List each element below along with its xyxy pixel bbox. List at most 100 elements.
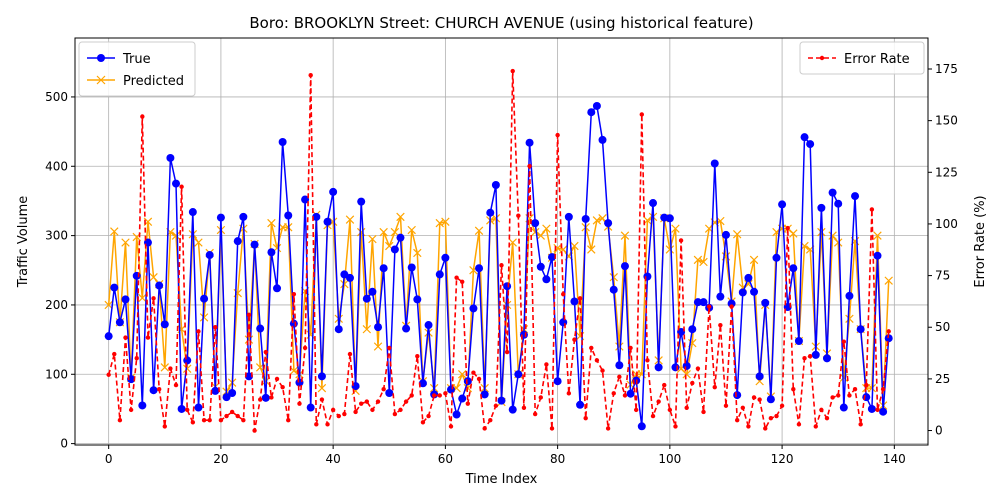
data-point-true [570, 297, 579, 306]
data-point-true [800, 133, 809, 142]
y2-tick-label: 100 [935, 217, 958, 231]
data-point-true [379, 264, 388, 273]
data-point-true [576, 400, 585, 409]
data-point-true [329, 187, 338, 196]
data-point-true [115, 318, 124, 327]
data-point-error-rate [274, 376, 280, 382]
data-point-true [110, 283, 119, 292]
data-point-error-rate [639, 112, 644, 117]
data-point-predicted [474, 226, 484, 235]
data-point-error-rate [880, 387, 886, 392]
legend-marker-predicted [96, 75, 106, 85]
chart-title: Boro: BROOKLYN Street: CHURCH AVENUE (us… [249, 14, 753, 32]
data-point-true [778, 200, 787, 209]
data-point-error-rate [572, 337, 577, 342]
data-point-error-rate [409, 393, 414, 398]
data-point-true [301, 195, 310, 204]
data-point-true [362, 294, 371, 303]
data-point-error-rate [185, 407, 190, 413]
data-point-predicted [160, 363, 170, 372]
data-point-error-rate [544, 362, 549, 367]
data-point-true [390, 245, 399, 254]
y2-axis-label: Error Rate (%) [973, 195, 988, 287]
data-point-error-rate [678, 238, 684, 243]
x-tick-label: 40 [326, 452, 341, 466]
data-point-predicted [267, 218, 276, 228]
data-point-error-rate [280, 384, 285, 390]
data-point-error-rate [342, 411, 347, 417]
data-point-true [233, 237, 242, 246]
data-point-true [839, 403, 848, 412]
data-point-error-rate [437, 393, 442, 398]
data-point-true [424, 321, 433, 330]
data-point-true [166, 153, 175, 162]
data-point-error-rate [488, 418, 493, 423]
data-point-true [413, 295, 422, 304]
data-point-predicted [199, 313, 209, 322]
series-line-true [107, 105, 890, 428]
data-point-error-rate [196, 329, 201, 334]
data-point-error-rate [179, 184, 184, 189]
data-point-predicted [789, 229, 798, 238]
data-point-true [273, 284, 282, 293]
data-point-predicted [732, 229, 742, 239]
data-point-true [693, 298, 702, 307]
data-point-true [620, 262, 629, 271]
data-point-error-rate [504, 349, 510, 355]
data-point-error-rate [819, 407, 824, 413]
x-tick-label: 100 [658, 452, 681, 466]
data-point-true [267, 248, 276, 257]
data-point-error-rate [836, 393, 841, 398]
y2-tick-label: 0 [935, 424, 943, 438]
data-point-error-rate [263, 349, 269, 355]
data-point-true [441, 253, 450, 262]
data-point-true [138, 401, 147, 410]
data-point-error-rate [561, 291, 566, 297]
data-point-error-rate [768, 415, 774, 421]
data-point-true [289, 319, 298, 328]
data-point-error-rate [173, 382, 179, 388]
data-point-true [721, 230, 730, 239]
data-point-true [845, 291, 854, 300]
data-point-error-rate [454, 275, 459, 280]
data-point-true [396, 233, 405, 242]
data-point-true [211, 386, 220, 395]
data-point-predicted [407, 225, 416, 235]
data-point-true [486, 208, 495, 217]
data-point-error-rate [398, 407, 403, 413]
data-point-error-rate [847, 393, 852, 398]
data-point-error-rate [886, 329, 891, 334]
data-point-true [649, 199, 658, 208]
data-point-true [862, 393, 871, 402]
y2-tick-label: 175 [935, 62, 958, 76]
y-tick-label: 300 [45, 229, 68, 243]
data-point-true [654, 363, 663, 372]
data-point-error-rate [577, 296, 583, 301]
data-point-error-rate [763, 426, 768, 431]
data-point-true [261, 393, 270, 402]
data-point-true [637, 422, 646, 431]
data-point-predicted [194, 238, 203, 247]
data-point-error-rate [302, 345, 308, 351]
data-point-true [407, 263, 416, 272]
y-tick-label: 100 [45, 367, 68, 381]
data-point-predicted [587, 245, 596, 254]
data-point-true [665, 214, 674, 223]
data-point-error-rate [353, 409, 358, 415]
grid-lines [75, 38, 928, 445]
data-point-predicted [699, 257, 708, 267]
data-point-predicted [833, 238, 843, 247]
data-point-error-rate [729, 304, 734, 309]
data-point-error-rate [757, 397, 762, 402]
data-point-error-rate [201, 418, 207, 423]
data-point-predicted [340, 279, 349, 289]
data-point-true [884, 334, 893, 343]
data-point-error-rate [128, 407, 134, 413]
data-point-predicted [682, 370, 691, 379]
data-point-error-rate [241, 418, 246, 423]
data-point-true [794, 336, 803, 345]
data-point-error-rate [532, 411, 538, 417]
series-line-error-rate [107, 70, 890, 432]
data-point-true [216, 213, 225, 222]
data-point-error-rate [589, 345, 594, 351]
